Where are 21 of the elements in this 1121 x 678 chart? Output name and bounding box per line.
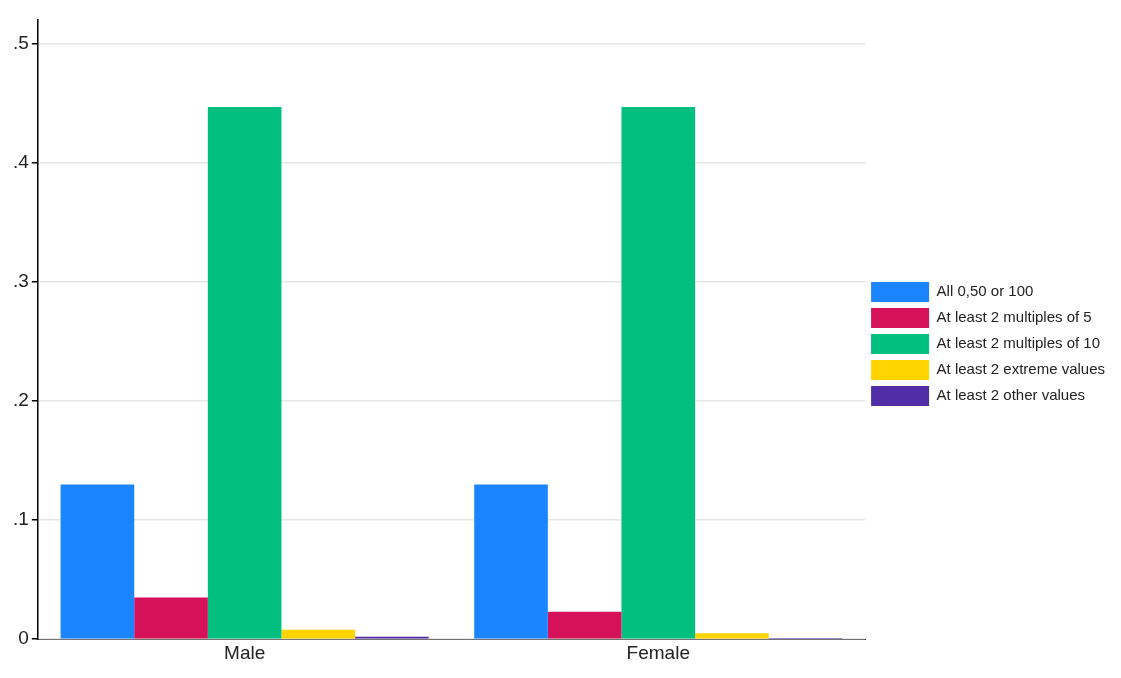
bar xyxy=(207,106,282,639)
x-tick-label: Female xyxy=(626,641,690,663)
legend-label: All 0,50 or 100 xyxy=(936,282,1034,300)
legend-label: At least 2 multiples of 10 xyxy=(936,334,1101,352)
y-tick-label: .5 xyxy=(12,32,29,54)
x-tick-label: Male xyxy=(224,641,266,663)
legend-label: At least 2 multiples of 5 xyxy=(936,308,1092,326)
bar xyxy=(621,106,696,639)
bar xyxy=(474,484,548,639)
y-tick-label: .3 xyxy=(12,270,29,292)
bar xyxy=(134,597,208,639)
bar xyxy=(695,633,769,639)
y-tick-label: 0 xyxy=(18,627,29,649)
y-tick-label: .2 xyxy=(12,389,29,411)
legend-label: At least 2 other values xyxy=(936,386,1086,404)
legend-label: At least 2 extreme values xyxy=(936,360,1106,378)
y-tick-label: .1 xyxy=(12,508,29,530)
bar xyxy=(281,629,356,639)
y-tick-label: .4 xyxy=(12,151,30,173)
bar xyxy=(547,611,622,639)
bar xyxy=(60,484,135,639)
